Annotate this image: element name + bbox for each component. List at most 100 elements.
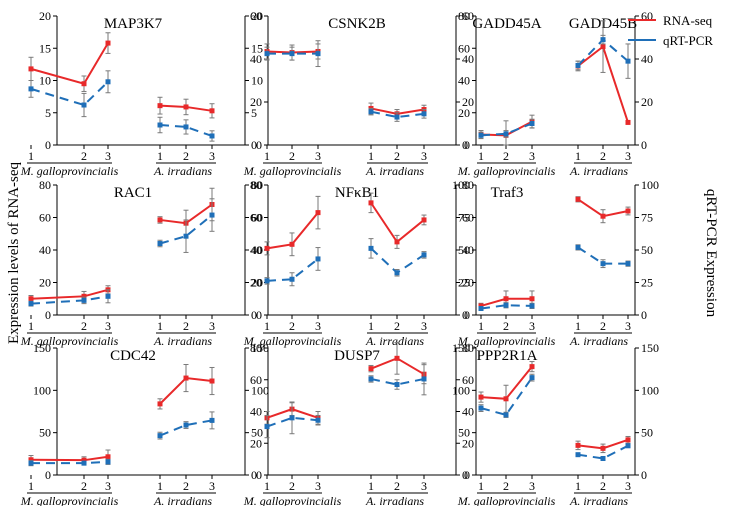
right-tick-label: 60: [462, 9, 474, 23]
category-label: 3: [315, 479, 321, 493]
category-label: 1: [575, 479, 581, 493]
qpcr-series-left: [264, 40, 321, 68]
panel-title: RAC1: [114, 185, 152, 201]
data-point: [105, 459, 111, 465]
data-point: [600, 44, 606, 50]
data-point: [209, 417, 215, 423]
right-tick-label: 0: [641, 138, 647, 152]
data-point: [209, 133, 215, 139]
left-tick-label: 60: [250, 211, 262, 225]
qpcr-series-left: [28, 458, 111, 467]
qpcr-series-right: [368, 107, 427, 122]
data-point: [157, 217, 163, 223]
data-point: [478, 132, 484, 138]
left-tick-label: 60: [39, 211, 51, 225]
data-point: [28, 86, 34, 92]
data-point: [289, 241, 295, 247]
right-tick-label: 40: [462, 52, 474, 66]
right-tick-label: 0: [251, 138, 257, 152]
panel-title: CSNK2B: [328, 16, 386, 32]
right-tick-label: 40: [462, 405, 474, 419]
series-line: [30, 455, 109, 462]
group-label-left: M. galloprovincialis: [457, 164, 556, 178]
qpcr-series-right: [575, 244, 631, 269]
left-tick-label: 60: [458, 41, 470, 55]
left-tick-label: 15: [39, 41, 51, 55]
left-tick-label: 75: [458, 211, 470, 225]
category-label: 2: [503, 479, 509, 493]
rnaseq-series-left: [264, 195, 321, 257]
left-tick-label: 50: [458, 426, 470, 440]
qpcr-series-left: [264, 401, 321, 439]
category-label: 2: [183, 319, 189, 333]
data-point: [81, 81, 87, 87]
data-point: [503, 396, 509, 402]
qpcr-series-left: [28, 70, 111, 118]
category-label: 1: [478, 149, 484, 163]
group-label-right: A. irradians: [365, 494, 424, 506]
group-label-right: A. irradians: [153, 164, 212, 178]
data-point: [289, 415, 295, 421]
data-point: [529, 296, 535, 302]
data-point: [600, 261, 606, 267]
rnaseq-series-right: [157, 96, 215, 119]
right-tick-label: 0: [462, 308, 468, 322]
qpcr-series-right: [575, 443, 631, 461]
series-line: [266, 416, 319, 428]
right-tick-label: 150: [641, 341, 659, 355]
legend-label-qpcr-text: qRT-PCR: [663, 33, 713, 48]
right-tick-label: 0: [462, 138, 468, 152]
left-tick-label: 40: [250, 52, 262, 66]
right-tick-label: 60: [462, 211, 474, 225]
left-tick-label: 0: [464, 308, 470, 322]
data-point: [478, 306, 484, 311]
left-tick-label: 40: [39, 243, 51, 257]
category-label: 3: [315, 319, 321, 333]
right-tick-label: 0: [641, 308, 647, 322]
data-point: [105, 79, 111, 85]
right-tick-label: 0: [641, 468, 647, 482]
data-point: [421, 111, 427, 117]
right-tick-label: 40: [251, 243, 263, 257]
left-tick-label: 0: [45, 308, 51, 322]
data-point: [421, 217, 427, 223]
data-point: [529, 303, 535, 309]
right-tick-label: 20: [462, 95, 474, 109]
data-point: [264, 245, 270, 251]
category-label: 1: [264, 479, 270, 493]
left-tick-label: 0: [45, 468, 51, 482]
series-line: [480, 122, 533, 137]
panel-title: NFκB1: [335, 185, 379, 201]
data-point: [394, 239, 400, 245]
series-line: [370, 377, 425, 386]
right-tick-label: 20: [251, 276, 263, 290]
data-point: [264, 278, 270, 284]
data-point: [368, 200, 374, 206]
group-label-right: A. irradians: [569, 164, 628, 178]
data-point: [264, 51, 270, 57]
category-label: 1: [264, 319, 270, 333]
group-label-left: M. galloprovincialis: [243, 494, 342, 506]
category-label: 2: [503, 319, 509, 333]
data-point: [28, 66, 34, 72]
left-tick-label: 10: [39, 74, 51, 88]
group-label-right: A. irradians: [569, 334, 628, 348]
data-point: [157, 241, 163, 246]
group-label-left: M. galloprovincialis: [20, 164, 119, 178]
data-point: [421, 252, 427, 258]
category-label: 3: [209, 479, 215, 493]
qpcr-series-left: [264, 247, 321, 287]
category-label: 3: [105, 149, 111, 163]
data-point: [28, 457, 34, 463]
category-label: 1: [28, 479, 34, 493]
category-label: 2: [183, 479, 189, 493]
qpcr-series-right: [157, 116, 215, 142]
data-point: [575, 442, 581, 448]
panel-title-a: Traf3: [491, 185, 524, 201]
left-tick-label: 40: [250, 243, 262, 257]
right-tick-label: 50: [641, 426, 653, 440]
data-point: [157, 122, 163, 128]
right-tick-label: 80: [462, 341, 474, 355]
